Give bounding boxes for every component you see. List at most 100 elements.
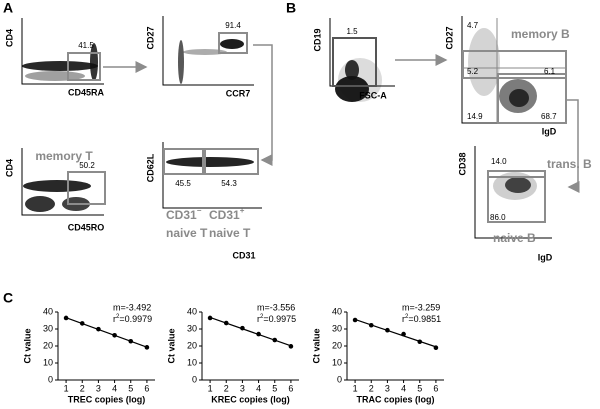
y-label: CD19 — [312, 28, 322, 51]
point — [144, 345, 150, 350]
y-tick-label: 0 — [48, 374, 53, 384]
x-tick-label: 4 — [401, 383, 406, 393]
x-tick-label: 5 — [128, 383, 133, 393]
cell-cloud — [25, 196, 55, 212]
cell-cloud — [335, 76, 369, 102]
x-tick-label: 3 — [385, 383, 390, 393]
point — [79, 321, 85, 326]
point — [112, 332, 117, 338]
annotation-sup: 2 — [116, 314, 120, 320]
flow-plot: 91.4 CD27 CCR7 — [145, 16, 254, 98]
gate — [487, 170, 546, 223]
axis — [21, 148, 104, 216]
y-label: CD4 — [4, 159, 14, 177]
arrow — [253, 44, 273, 166]
y-tick-label: 10 — [332, 357, 342, 367]
gate-value: 45.5 — [175, 179, 191, 188]
x-tick-label: 5 — [272, 383, 277, 393]
x-label: FSC-A — [359, 90, 387, 100]
fit-line — [209, 316, 292, 347]
annotation: m=-3.259 — [402, 302, 440, 312]
gate — [163, 148, 204, 175]
gate-value: 6.1 — [544, 67, 556, 76]
x-label: CD31 — [232, 250, 255, 260]
y-label: CD4 — [4, 29, 14, 47]
x-tick-label: 3 — [96, 383, 101, 393]
cell-cloud — [338, 58, 382, 102]
annotation: r2=0.9979 — [113, 314, 152, 325]
population-label: memory T — [35, 149, 93, 163]
y-label: CD27 — [145, 26, 155, 49]
point — [352, 317, 358, 323]
annotation-text: =0.9979 — [119, 314, 152, 324]
gate-value: 1.5 — [346, 27, 358, 36]
x-tick-label: 4 — [112, 383, 117, 393]
x-tick-label: 5 — [417, 383, 422, 393]
fit-line — [65, 317, 148, 348]
x-tick-label: 2 — [224, 383, 229, 393]
label-text: CD31 — [209, 208, 240, 222]
annotation-sup: 2 — [260, 314, 264, 320]
cell-cloud — [468, 28, 500, 96]
panel-label: C — [3, 290, 13, 306]
y-tick-label: 30 — [332, 323, 342, 333]
point — [433, 345, 439, 351]
y-label: CD38 — [457, 152, 467, 175]
annotation-sup: 2 — [405, 314, 409, 320]
x-tick-label: 4 — [256, 383, 261, 393]
x-tick-label: 6 — [144, 383, 149, 393]
cell-cloud — [220, 39, 244, 49]
y-tick-label: 10 — [43, 357, 53, 367]
population-label: trans. B — [547, 157, 592, 171]
population-label: CD31+ — [209, 206, 245, 222]
population-label: memory B — [511, 27, 570, 41]
gate-value: 68.7 — [541, 112, 557, 121]
point — [63, 315, 69, 321]
population-label: naive B — [493, 231, 536, 245]
point — [272, 337, 278, 343]
annotation: r2=0.9851 — [402, 314, 441, 325]
y-tick-label: 10 — [187, 357, 197, 367]
population-label: naive T — [166, 226, 208, 240]
gate — [497, 73, 567, 124]
gate-value: 41.5 — [78, 41, 94, 50]
x-tick-label: 3 — [240, 383, 245, 393]
flow-plot: 41.5 CD4 CD45RA — [4, 18, 105, 97]
label-sup: + — [240, 206, 245, 215]
axis — [21, 18, 104, 85]
x-label: CCR7 — [226, 88, 251, 98]
gate-value: 4.7 — [467, 21, 479, 30]
gate-value: 14.0 — [491, 157, 507, 166]
cell-cloud — [505, 177, 531, 193]
point — [96, 326, 101, 332]
label-sup: − — [197, 206, 202, 215]
population-label: CD31− — [166, 206, 202, 222]
point — [223, 320, 229, 326]
gate — [67, 171, 106, 205]
population-label: naive T — [209, 226, 251, 240]
y-label: Ct value — [166, 328, 176, 363]
cell-cloud — [345, 60, 359, 80]
y-tick-label: 20 — [187, 340, 197, 350]
point — [417, 339, 423, 345]
flow-plot: memory B 4.7 5.2 6.1 14.9 68.7 CD27 IgD — [444, 16, 570, 136]
annotation: r2=0.9975 — [257, 314, 296, 325]
point — [385, 327, 390, 333]
flow-plot: 50.2 memory T CD4 CD45RO — [4, 148, 106, 232]
flow-plot: 14.0 86.0 trans. B naive B CD38 IgD — [457, 146, 592, 262]
axis — [162, 16, 254, 86]
cell-cloud — [166, 157, 254, 167]
gate — [462, 50, 567, 79]
y-tick-label: 0 — [337, 374, 342, 384]
x-label: CD45RA — [68, 87, 105, 97]
x-tick-label: 2 — [80, 383, 85, 393]
y-tick-label: 40 — [43, 306, 53, 316]
annotation: m=-3.556 — [257, 302, 295, 312]
cell-cloud — [509, 89, 529, 107]
annotation: m=-3.492 — [113, 302, 151, 312]
fit-line — [354, 318, 437, 348]
annotation-text: =0.9851 — [408, 314, 441, 324]
